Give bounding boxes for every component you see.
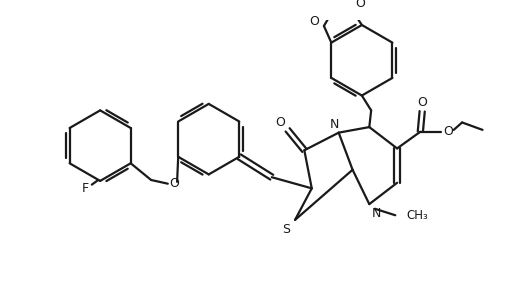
Text: O: O: [355, 0, 365, 10]
Text: O: O: [417, 96, 427, 108]
Text: N: N: [372, 207, 381, 220]
Text: CH₃: CH₃: [407, 209, 428, 222]
Text: O: O: [443, 125, 453, 138]
Text: O: O: [170, 177, 179, 190]
Text: N: N: [329, 118, 339, 131]
Text: O: O: [310, 15, 320, 28]
Text: O: O: [276, 116, 285, 129]
Text: F: F: [82, 182, 89, 195]
Text: S: S: [282, 223, 290, 236]
